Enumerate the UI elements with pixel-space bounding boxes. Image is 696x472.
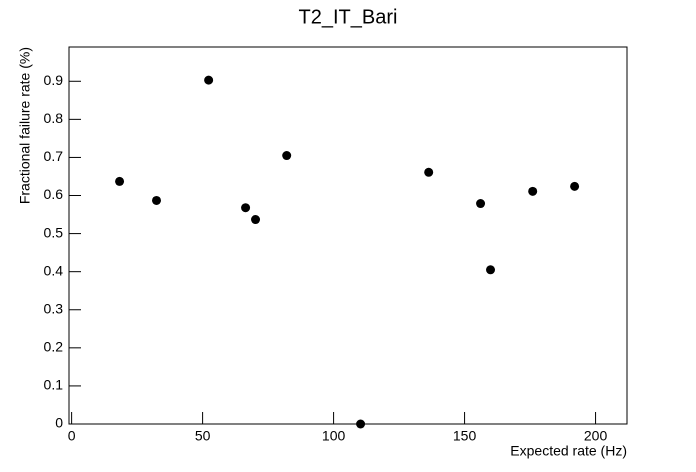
y-tick-label: 0.6 bbox=[44, 186, 64, 202]
y-tick-label: 0.5 bbox=[44, 224, 64, 240]
data-point bbox=[251, 215, 261, 225]
y-axis-label: Fractional failure rate (%) bbox=[17, 47, 33, 204]
x-tick-label: 100 bbox=[322, 428, 346, 444]
data-point bbox=[528, 186, 538, 196]
x-tick-label: 150 bbox=[453, 428, 477, 444]
data-point bbox=[486, 265, 496, 275]
chart-title: T2_IT_Bari bbox=[299, 6, 398, 28]
data-point bbox=[356, 419, 366, 429]
y-tick-label: 0.4 bbox=[44, 262, 64, 278]
y-tick-label: 0.1 bbox=[44, 377, 64, 393]
x-tick-label: 0 bbox=[68, 428, 76, 444]
data-point bbox=[476, 199, 486, 209]
data-point bbox=[204, 75, 214, 85]
data-point bbox=[151, 195, 161, 205]
x-tick-label: 50 bbox=[195, 428, 211, 444]
data-point bbox=[241, 203, 251, 213]
x-axis-label: Expected rate (Hz) bbox=[510, 443, 627, 459]
y-tick-label: 0 bbox=[55, 415, 63, 431]
plot-frame bbox=[68, 46, 628, 425]
y-tick-label: 0.8 bbox=[44, 110, 64, 126]
y-tick-label: 0.7 bbox=[44, 148, 64, 164]
y-tick-label: 0.3 bbox=[44, 300, 64, 316]
data-point bbox=[424, 167, 434, 177]
data-point bbox=[282, 151, 292, 161]
y-tick-label: 0.2 bbox=[44, 339, 64, 355]
data-point bbox=[570, 181, 580, 191]
x-tick-label: 200 bbox=[584, 428, 608, 444]
data-point bbox=[115, 176, 125, 186]
y-tick-label: 0.9 bbox=[44, 72, 64, 88]
